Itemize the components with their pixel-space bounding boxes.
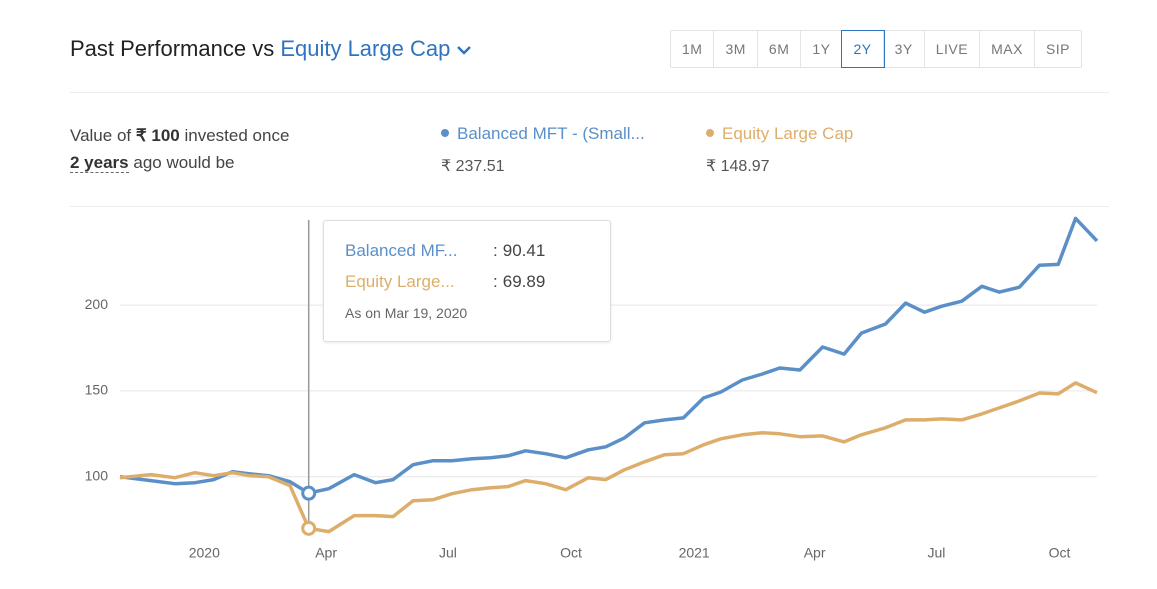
- tooltip-number: 69.89: [502, 272, 546, 291]
- title-text: Past Performance vs: [70, 36, 275, 61]
- legend-value: ₹ 237.51: [441, 158, 505, 175]
- period-button[interactable]: 1M: [671, 31, 715, 67]
- y-tick-label: 100: [85, 467, 109, 483]
- legend-dot: [706, 128, 714, 137]
- period-button[interactable]: 3Y: [884, 31, 925, 67]
- x-tick-label: Apr: [804, 545, 826, 561]
- period-button[interactable]: 2Y: [841, 30, 885, 68]
- divider: [70, 206, 1109, 207]
- tooltip-row: Balanced MF...:90.41: [345, 241, 545, 261]
- tooltip-date: As on Mar 19, 2020: [345, 305, 468, 321]
- tooltip-value: :90.41: [493, 241, 545, 261]
- tooltip-separator: :: [493, 272, 498, 291]
- summary-duration: 2 years: [70, 153, 129, 173]
- series-line: [119, 381, 1098, 534]
- tooltip-separator: :: [493, 241, 498, 260]
- summary-text: ago would be: [133, 153, 235, 172]
- legend-entry: Equity Large Cap: [706, 124, 853, 144]
- x-tick-label: Jul: [439, 545, 457, 561]
- period-selector: 1M 3M 6M 1Y 2Y 3Y LIVE MAX SIP: [670, 30, 1083, 68]
- y-tick-label: 150: [85, 382, 109, 398]
- x-tick-label: 2021: [679, 545, 710, 561]
- tooltip-number: 90.41: [502, 241, 546, 260]
- hover-marker: [301, 520, 317, 536]
- summary-text: invested once: [184, 126, 290, 145]
- y-tick-label: 200: [85, 296, 109, 312]
- x-tick-label: Apr: [315, 545, 337, 561]
- period-button[interactable]: LIVE: [925, 31, 981, 67]
- period-button[interactable]: 1Y: [801, 31, 843, 67]
- period-button[interactable]: MAX: [980, 31, 1035, 67]
- legend-value: ₹ 148.97: [706, 158, 770, 175]
- x-tick-label: Jul: [927, 545, 945, 561]
- tooltip-row: Equity Large...:69.89: [345, 272, 545, 292]
- summary-line: Value of ₹ 100 invested once: [70, 126, 289, 146]
- benchmark-name: Equity Large Cap: [280, 36, 451, 61]
- x-tick-label: Oct: [1049, 545, 1071, 561]
- tooltip-series: Equity Large...: [345, 272, 455, 291]
- x-tick-label: Oct: [560, 545, 582, 561]
- tooltip-series: Balanced MF...: [345, 241, 458, 260]
- hover-marker: [301, 485, 317, 501]
- period-button[interactable]: 3M: [714, 31, 758, 67]
- series-line: [119, 216, 1099, 495]
- legend-label: Balanced MFT - (Small...: [457, 124, 645, 143]
- tooltip: Balanced MF...:90.41 Equity Large...:69.8…: [323, 220, 611, 342]
- tooltip-value: :69.89: [493, 272, 545, 292]
- x-tick-label: 2020: [189, 545, 220, 561]
- summary-text: Value of: [70, 126, 132, 145]
- benchmark-dropdown[interactable]: Equity Large Cap: [280, 36, 472, 61]
- summary-amount: ₹ 100: [135, 126, 180, 145]
- legend-label: Equity Large Cap: [722, 124, 854, 143]
- divider: [70, 92, 1109, 93]
- legend-entry: Balanced MFT - (Small...: [441, 124, 645, 144]
- header-title: Past Performance vs Equity Large Cap: [70, 36, 472, 62]
- legend-dot: [441, 128, 449, 137]
- period-button[interactable]: 6M: [758, 31, 802, 67]
- period-button[interactable]: SIP: [1045, 41, 1071, 57]
- dropdown-chevron: [457, 46, 472, 55]
- summary-line: 2 years ago would be: [70, 153, 235, 173]
